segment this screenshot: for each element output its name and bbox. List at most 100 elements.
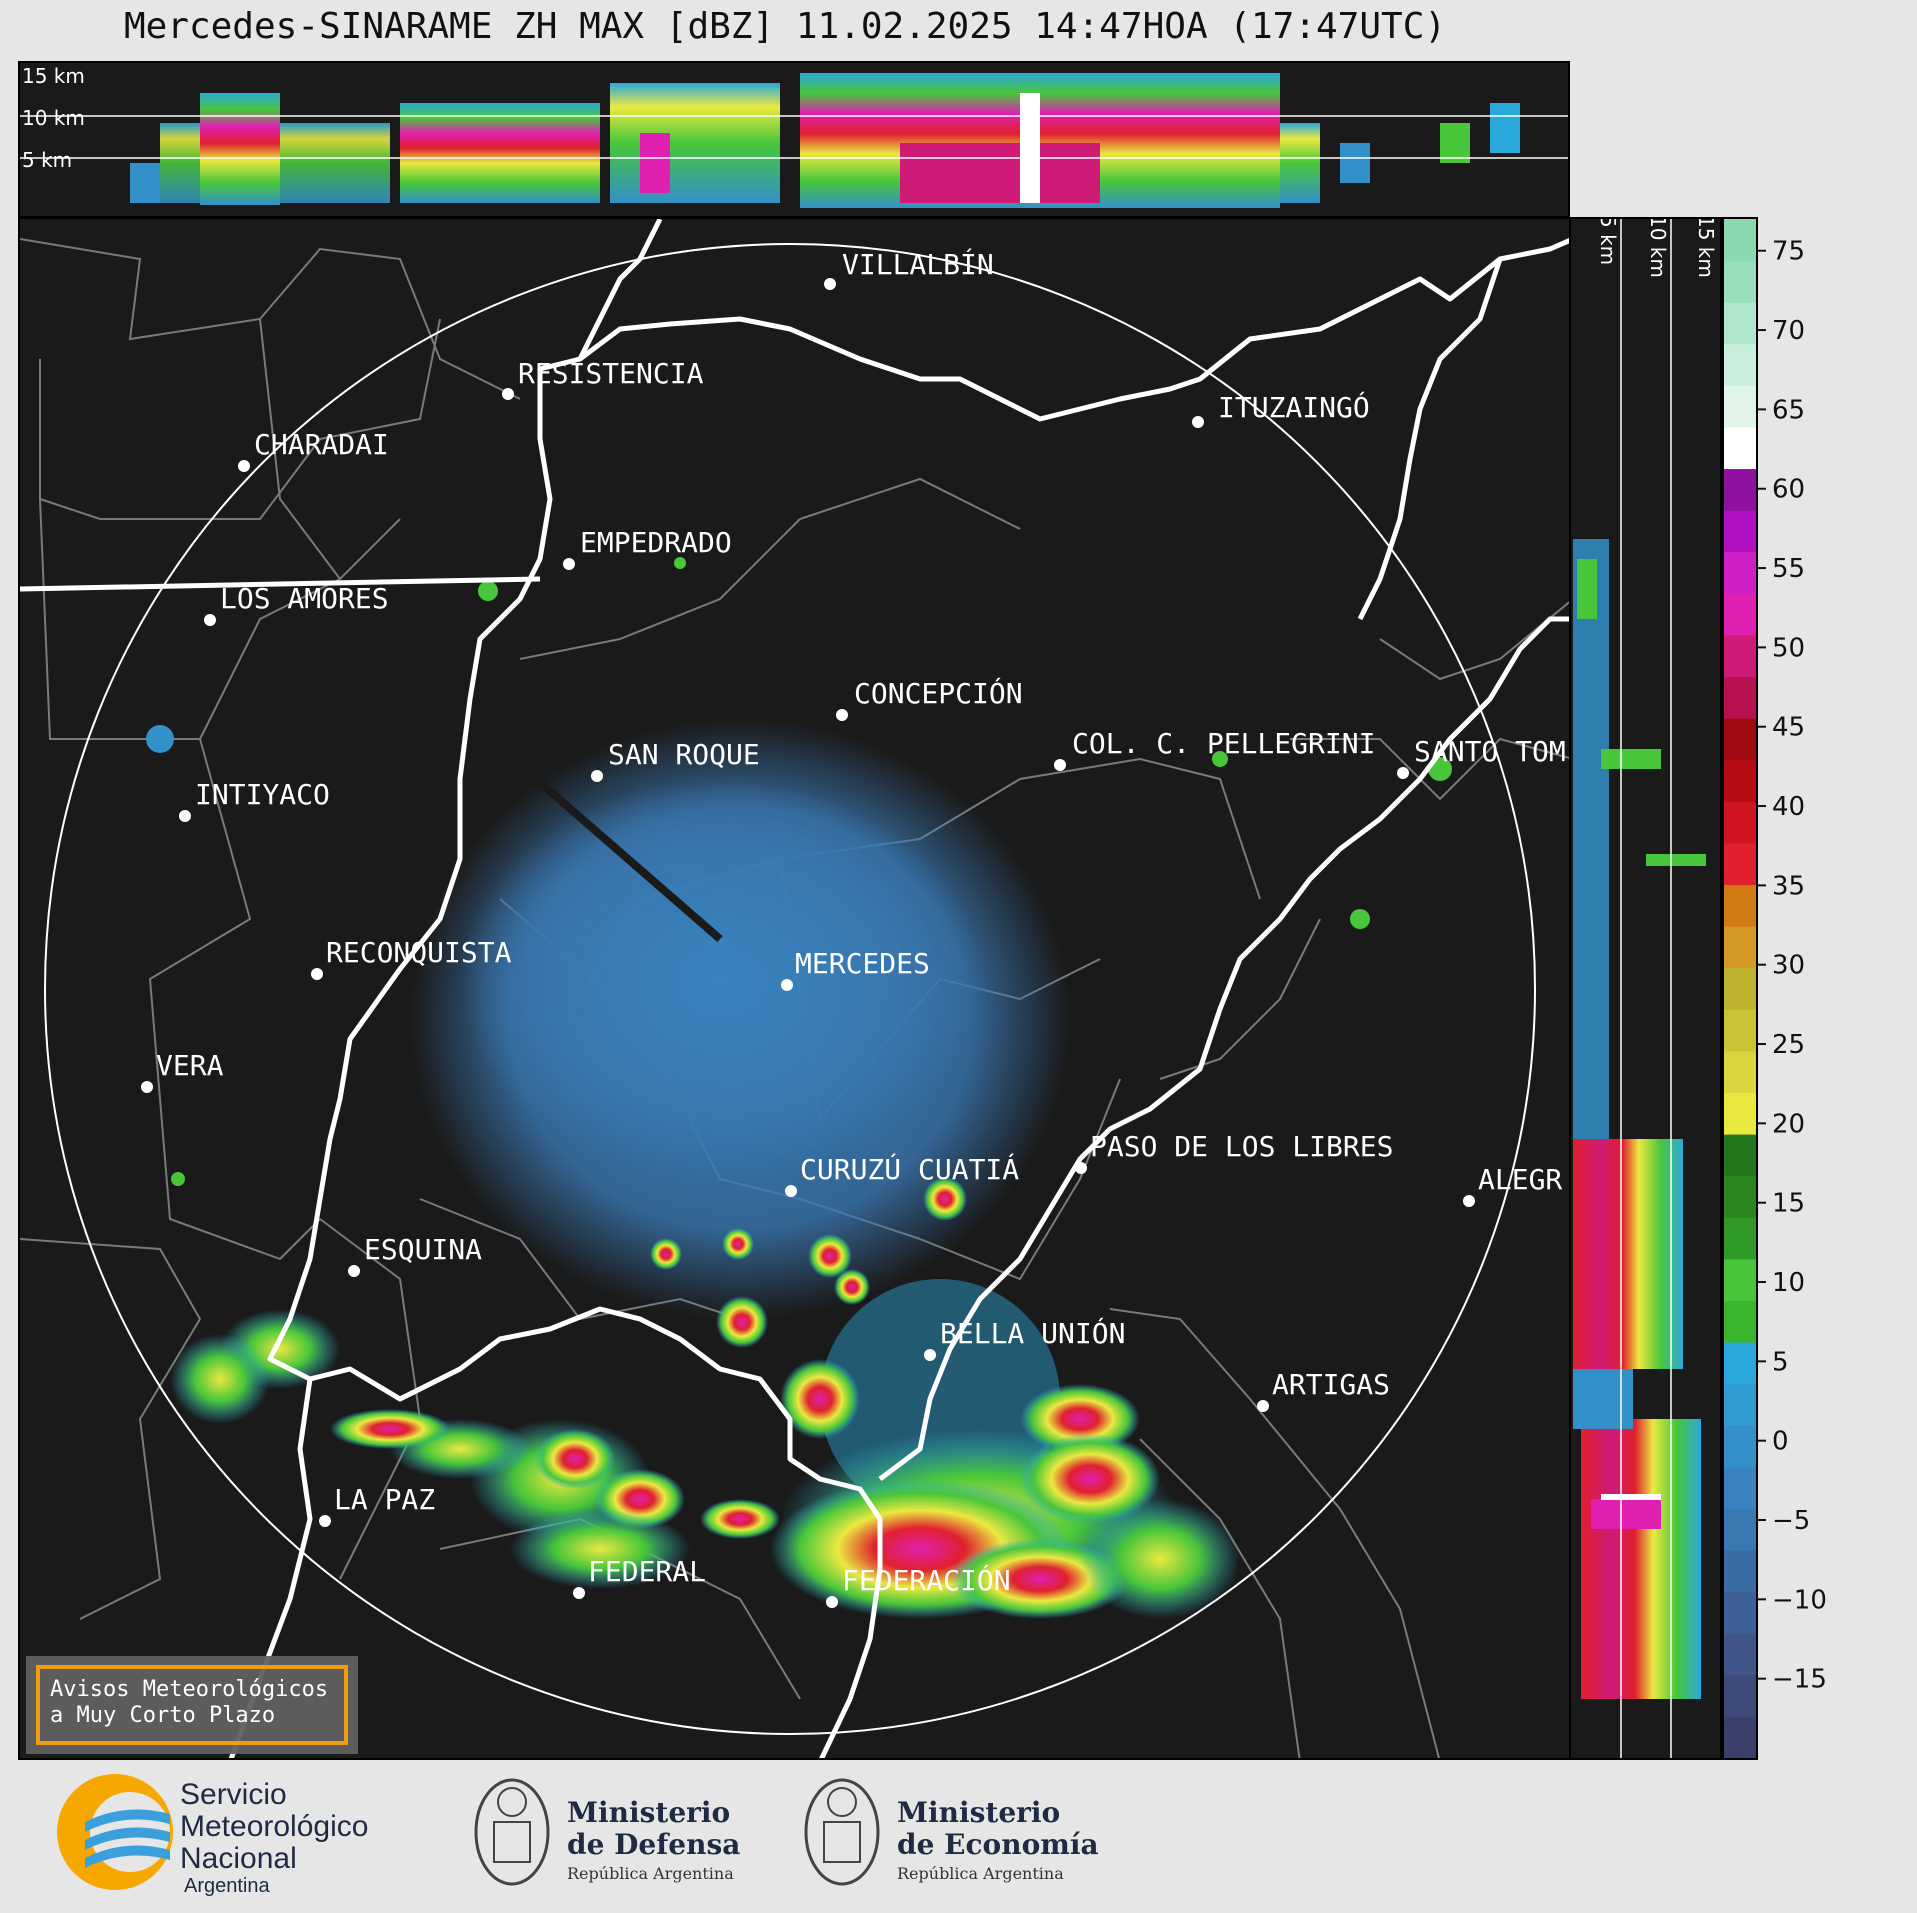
city-santo-tome[interactable]: SANTO TOM — [1397, 735, 1566, 779]
colorbar-tick-label: 50 — [1772, 633, 1805, 663]
colorbar-swatch — [1724, 1508, 1756, 1551]
colorbar-swatch — [1724, 801, 1756, 844]
side-alt-label-5: 5 km — [1596, 219, 1620, 265]
svg-text:ESQUINA: ESQUINA — [364, 1233, 482, 1266]
smn-logo[interactable]: Servicio Meteorológico Nacional Argentin… — [57, 1774, 368, 1897]
colorbar-swatch — [1724, 260, 1756, 303]
smn-line3: Nacional — [180, 1842, 297, 1875]
colorbar-swatch — [1724, 967, 1756, 1010]
ministerio-economia-logo[interactable]: Ministerio de Economía República Argenti… — [804, 1778, 1099, 1886]
city-concepcion[interactable]: CONCEPCIÓN — [836, 676, 1023, 721]
colorbar-swatch — [1724, 510, 1756, 553]
svg-text:CHARADAI: CHARADAI — [254, 428, 389, 461]
svg-text:CURUZÚ CUATIÁ: CURUZÚ CUATIÁ — [800, 1152, 1019, 1186]
radar-map-panel[interactable]: VILLALBÍN RESISTENCIA CHARADAI ITUZAINGÓ… — [18, 217, 1571, 1760]
svg-text:ITUZAINGÓ: ITUZAINGÓ — [1218, 390, 1370, 424]
city-empedrado[interactable]: EMPEDRADO — [563, 526, 732, 570]
colorbar-swatch — [1724, 1092, 1756, 1135]
svg-text:FEDERAL: FEDERAL — [588, 1555, 706, 1588]
colorbar-swatch — [1724, 759, 1756, 802]
svg-text:RESISTENCIA: RESISTENCIA — [518, 357, 704, 390]
city-charadai[interactable]: CHARADAI — [238, 428, 389, 472]
city-paso-de-los-libres[interactable]: PASO DE LOS LIBRES — [1075, 1130, 1393, 1174]
city-mercedes[interactable]: MERCEDES — [781, 947, 930, 991]
city-resistencia[interactable]: RESISTENCIA — [502, 357, 704, 400]
colorbar-swatch — [1724, 1674, 1756, 1717]
svg-text:SAN ROQUE: SAN ROQUE — [608, 738, 760, 771]
colorbar-swatch — [1724, 468, 1756, 511]
colorbar-swatch — [1724, 426, 1756, 470]
economia-line1: Ministerio — [897, 1796, 1060, 1829]
city-col-c-pellegrini[interactable]: COL. C. PELLEGRINI — [1054, 727, 1375, 771]
warning-box[interactable]: Avisos Meteorológicos a Muy Corto Plazo — [26, 1656, 358, 1754]
colorbar-swatch — [1724, 1716, 1756, 1758]
svg-text:ARTIGAS: ARTIGAS — [1272, 1368, 1390, 1401]
smn-line2: Meteorológico — [180, 1810, 368, 1843]
city-federacion[interactable]: FEDERACIÓN — [826, 1563, 1011, 1608]
city-alegrete[interactable]: ALEGR — [1463, 1163, 1562, 1207]
side-echo-band — [1573, 539, 1706, 1699]
colorbar-tick-label: 30 — [1772, 951, 1805, 981]
colorbar-tick-label: 35 — [1772, 871, 1805, 901]
svg-text:FEDERACIÓN: FEDERACIÓN — [842, 1563, 1011, 1597]
top-cross-section-panel: 15 km 10 km 5 km — [18, 61, 1570, 218]
colorbar-tick-label: 70 — [1772, 316, 1805, 346]
svg-text:CONCEPCIÓN: CONCEPCIÓN — [854, 676, 1023, 710]
warning-box-line1: Avisos Meteorológicos — [50, 1677, 328, 1702]
top-cross-section-plot: 15 km 10 km 5 km — [20, 64, 1568, 208]
city-artigas[interactable]: ARTIGAS — [1257, 1368, 1390, 1412]
colorbar-tick-label: 65 — [1772, 395, 1805, 425]
svg-text:COL. C. PELLEGRINI: COL. C. PELLEGRINI — [1072, 727, 1375, 760]
colorbar-swatch — [1724, 1342, 1756, 1385]
colorbar-swatch — [1724, 1009, 1756, 1052]
dbz-colorbar — [1722, 217, 1758, 1760]
city-ituzaingo[interactable]: ITUZAINGÓ — [1192, 390, 1370, 428]
colorbar-tick-label: 75 — [1772, 237, 1805, 267]
side-cross-section-plot: 5 km 10 km 15 km — [1573, 219, 1718, 1758]
colorbar-swatch — [1724, 1633, 1756, 1676]
city-curuzu-cuatia[interactable]: CURUZÚ CUATIÁ — [785, 1152, 1019, 1197]
colorbar-swatch — [1724, 926, 1756, 969]
city-esquina[interactable]: ESQUINA — [348, 1233, 482, 1277]
warning-box-line2: a Muy Corto Plazo — [50, 1703, 275, 1728]
city-san-roque[interactable]: SAN ROQUE — [591, 738, 760, 782]
colorbar-swatch — [1724, 385, 1756, 428]
svg-text:SANTO TOM: SANTO TOM — [1414, 735, 1566, 768]
ministerio-defensa-logo[interactable]: Ministerio de Defensa República Argentin… — [474, 1778, 740, 1886]
economia-line3: República Argentina — [897, 1864, 1064, 1883]
svg-text:PASO DE LOS LIBRES: PASO DE LOS LIBRES — [1090, 1130, 1393, 1163]
city-la-paz[interactable]: LA PAZ — [319, 1483, 435, 1527]
top-alt-label-15: 15 km — [22, 64, 85, 88]
city-reconquista[interactable]: RECONQUISTA — [311, 936, 512, 980]
colorbar-swatch — [1724, 842, 1756, 886]
colorbar-swatch — [1724, 551, 1756, 594]
colorbar-swatch — [1724, 1383, 1756, 1426]
city-intiyaco[interactable]: INTIYACO — [179, 778, 330, 822]
economia-line2: de Economía — [897, 1828, 1099, 1861]
city-vera[interactable]: VERA — [141, 1049, 224, 1093]
city-los-amores[interactable]: LOS AMORES — [204, 582, 389, 626]
colorbar-swatch — [1724, 1300, 1756, 1343]
radar-map: VILLALBÍN RESISTENCIA CHARADAI ITUZAINGÓ… — [20, 219, 1569, 1758]
city-villalbin[interactable]: VILLALBÍN — [824, 247, 994, 290]
svg-text:INTIYACO: INTIYACO — [195, 778, 330, 811]
svg-text:RECONQUISTA: RECONQUISTA — [326, 936, 512, 969]
smn-line4: Argentina — [184, 1875, 270, 1897]
colorbar-tick-label: 25 — [1772, 1030, 1805, 1060]
city-bella-union[interactable]: BELLA UNIÓN — [924, 1316, 1125, 1361]
defensa-seal-icon — [474, 1778, 550, 1886]
top-alt-label-10: 10 km — [22, 106, 85, 130]
defensa-line2: de Defensa — [567, 1828, 740, 1861]
svg-text:ALEGR: ALEGR — [1478, 1163, 1562, 1196]
rivers-and-borders — [20, 219, 1569, 1758]
colorbar-swatch — [1724, 302, 1756, 345]
colorbar-tick-label: 0 — [1772, 1427, 1789, 1457]
colorbar-swatch — [1724, 884, 1756, 927]
colorbar-swatch — [1724, 1425, 1756, 1468]
defensa-line1: Ministerio — [567, 1796, 730, 1829]
svg-text:VERA: VERA — [156, 1049, 224, 1082]
side-alt-label-15: 15 km — [1694, 219, 1718, 278]
colorbar-swatch — [1724, 634, 1756, 678]
city-federal[interactable]: FEDERAL — [573, 1555, 706, 1599]
svg-text:BELLA UNIÓN: BELLA UNIÓN — [940, 1316, 1125, 1350]
